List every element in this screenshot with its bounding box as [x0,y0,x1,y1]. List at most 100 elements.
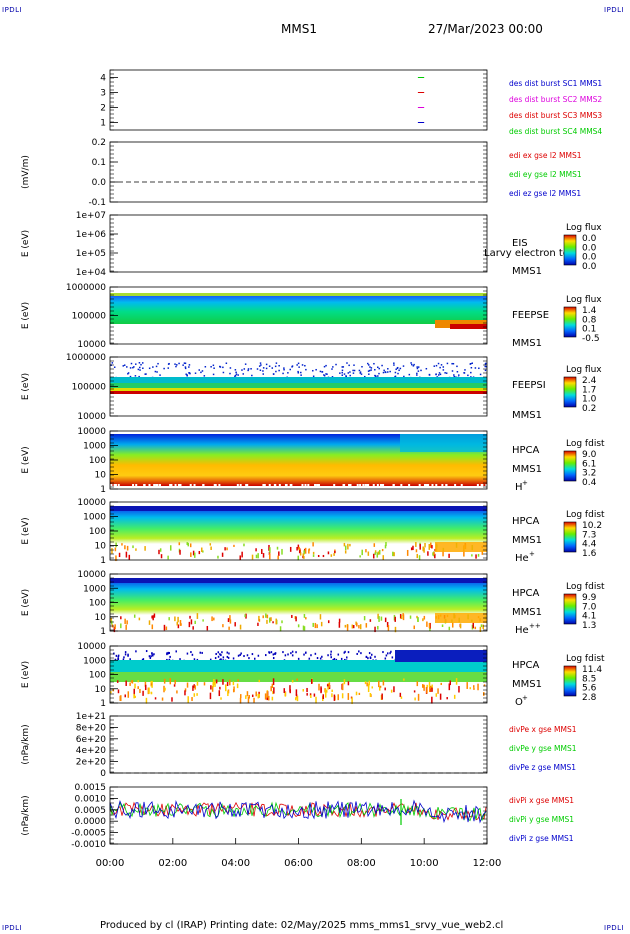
scatter-dot [331,375,334,378]
colorbar-tick: 7.3 [582,530,596,540]
scatter-dot [144,373,146,375]
scatter-dot [291,679,294,683]
scatter-dot [299,552,302,556]
scatter-dot [456,365,458,368]
scatter-dot [268,544,270,551]
y-tick-label: 1000 [83,442,106,452]
scatter-dot [131,680,134,684]
scatter-dot [478,367,480,370]
scatter-dot [258,693,260,698]
scatter-dot [358,650,360,653]
scatter-dot [378,549,381,555]
scatter-dot [123,656,125,659]
scatter-dot [239,697,242,704]
scatter-dot [304,547,307,554]
footer-credit: Produced by cl (IRAP) Printing date: 02/… [100,920,504,931]
scatter-dot [377,625,379,630]
scatter-dot [183,362,186,364]
scatter-dot [403,678,405,681]
scatter-dot [139,369,141,371]
scatter-dot [381,364,383,367]
y-tick-label: 0.0005 [75,806,107,816]
y-tick-label: 1 [100,119,106,129]
y-tick-label: 10 [95,542,107,552]
scatter-dot [417,618,419,622]
scatter-dot [201,547,203,552]
scatter-dot [284,691,287,697]
corner-label-bl: IPDLI [2,924,23,932]
heatmap-band [110,578,487,615]
scatter-dot [349,371,351,373]
y-tick-label: 2 [100,104,106,114]
spacecraft-label: MMS1 [512,679,542,690]
scatter-dot [226,682,229,687]
spacecraft-label: MMS1 [512,607,542,618]
y-tick-label: 1000 [83,584,106,594]
scatter-dot [352,625,355,629]
scatter-dot [437,688,439,694]
scatter-dot [344,624,347,628]
scatter-dot [173,684,176,687]
heatmap-gap [441,484,444,488]
scatter-dot [387,625,390,631]
scatter-dot [422,684,424,688]
scatter-dot [366,682,368,687]
scatter-dot [269,547,271,553]
scatter-dot [215,679,218,684]
scatter-dot [135,548,137,551]
colorbar-tick: 9.0 [582,450,597,460]
scatter-dot [283,367,285,369]
scatter-dot [423,615,426,620]
scatter-dot [296,364,298,366]
heatmap-gap [143,484,146,488]
scatter-dot [291,654,294,657]
y-tick-label: 100 [89,599,106,609]
heatmap-gap [307,484,310,488]
scatter-dot [373,362,375,365]
scatter-dot [417,370,420,372]
scatter-dot [227,656,230,659]
heatmap-gap [362,484,365,488]
scatter-dot [174,616,176,622]
scatter-dot [141,658,144,661]
scatter-dot [369,692,372,697]
scatter-dot [317,554,320,558]
scatter-dot [245,613,247,619]
x-tick-label: 00:00 [96,858,125,869]
scatter-dot [189,543,192,548]
scatter-dot [115,542,117,548]
scatter-dot [191,697,193,702]
scatter-dot [416,615,418,619]
scatter-dot [260,364,262,366]
heatmap-gap [278,484,281,488]
heatmap-gap [316,484,319,488]
scatter-dot [312,554,315,557]
y-tick-label: 10000 [77,427,106,437]
y-tick-label: 2e+20 [76,758,107,768]
scatter-dot [194,552,196,558]
scatter-dot [440,682,442,686]
scatter-dot [211,616,213,622]
scatter-dot [274,652,276,655]
scatter-dot [377,366,379,369]
scatter-dot [458,686,460,693]
scatter-dot [314,622,317,629]
scatter-dot [193,658,196,661]
scatter-dot [214,657,217,660]
scatter-dot [402,614,405,621]
scatter-dot [271,367,274,369]
scatter-dot [365,655,368,658]
scatter-dot [166,658,168,661]
colorbar-tick: 7.0 [582,602,597,612]
scatter-dot [410,362,412,364]
scatter-dot [448,683,451,691]
scatter-dot [327,683,329,690]
scatter-dot [281,620,283,624]
heatmap-band-top [110,506,487,511]
scatter-dot [300,374,302,376]
scatter-dot [367,362,369,365]
scatter-dot [334,550,336,553]
scatter-dot [368,680,370,686]
scatter-dot [275,370,277,373]
scatter-dot [431,696,433,704]
